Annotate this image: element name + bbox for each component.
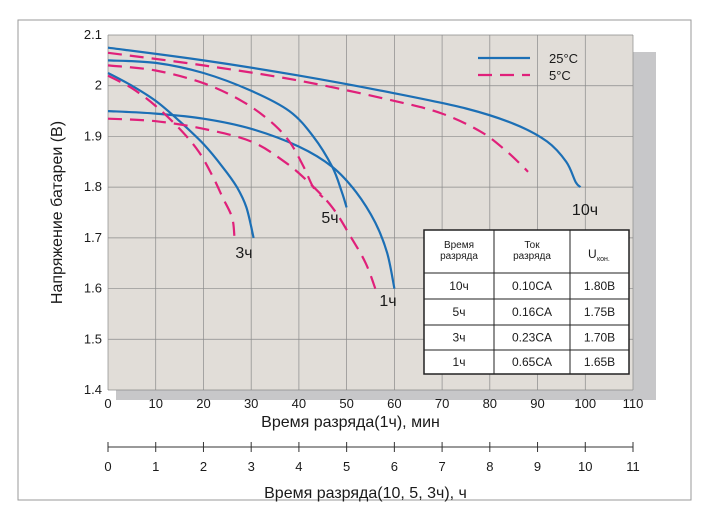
x-tick-label: 90 — [530, 396, 544, 411]
table-cell: 10ч — [449, 279, 469, 293]
table-header-voltage-sub: кон. — [597, 256, 610, 263]
x-tick-label: 20 — [196, 396, 210, 411]
series-line-25c-1 — [107, 59, 348, 208]
curve-label: 5ч — [321, 210, 338, 227]
series-line-5c-4 — [107, 51, 529, 173]
table-header-current: Ток разряда — [513, 240, 551, 262]
x-tick-label: 30 — [244, 396, 258, 411]
y-tick-label: 2.1 — [84, 27, 102, 42]
y-tick-label: 1.8 — [84, 179, 102, 194]
x-tick-label: 110 — [623, 396, 644, 411]
table-cell: 0.23CA — [512, 331, 552, 345]
y-tick-label: 1.5 — [84, 331, 102, 346]
x2-tick-label: 11 — [626, 459, 640, 474]
curve-label: 1ч — [379, 293, 396, 310]
table-header-voltage: U — [588, 247, 597, 261]
series-line-25c-2 — [107, 72, 255, 239]
table-header-time: Время разряда — [440, 240, 478, 262]
x2-tick-label: 1 — [152, 459, 159, 474]
x2-axis-title: Время разряда(10, 5, 3ч), ч — [264, 485, 467, 502]
table-cell: 1.70В — [584, 331, 615, 345]
x2-tick-label: 10 — [578, 459, 592, 474]
table-cell: 1.80В — [584, 279, 615, 293]
series-line-5c-7 — [107, 117, 377, 289]
table-cell: 0.65CA — [512, 355, 552, 369]
y-tick-label: 1.9 — [84, 128, 102, 143]
table-cell: 3ч — [453, 331, 466, 345]
x-tick-label: 40 — [292, 396, 306, 411]
y-tick-label: 1.7 — [84, 230, 102, 245]
series-line-25c-3 — [107, 110, 396, 289]
table-cell: 0.16CA — [512, 305, 552, 319]
series-line-5c-5 — [107, 64, 324, 199]
chart-frame — [17, 19, 692, 501]
x-tick-label: 60 — [387, 396, 401, 411]
legend-label: 5°C — [549, 68, 571, 83]
x2-tick-label: 6 — [391, 459, 398, 474]
x2-tick-label: 9 — [534, 459, 541, 474]
y-tick-label: 1.4 — [84, 382, 102, 397]
table-cell: 1.75В — [584, 305, 615, 319]
y-tick-label: 2 — [95, 78, 102, 93]
table-cell: 1ч — [453, 355, 466, 369]
x2-tick-label: 5 — [343, 459, 350, 474]
x-axis-title: Время разряда(1ч), мин — [261, 414, 440, 431]
x-tick-label: 100 — [574, 396, 596, 411]
x2-tick-label: 7 — [438, 459, 445, 474]
x-tick-label: 50 — [339, 396, 353, 411]
table-grid — [424, 230, 629, 374]
x-tick-label: 70 — [435, 396, 449, 411]
y-tick-label: 1.6 — [84, 281, 102, 296]
x-tick-label: 80 — [483, 396, 497, 411]
x-tick-label: 10 — [148, 396, 162, 411]
x2-tick-label: 0 — [104, 459, 111, 474]
series-line-25c-0 — [107, 46, 582, 188]
x2-tick-label: 4 — [295, 459, 302, 474]
curve-label: 10ч — [572, 202, 598, 219]
y-axis-title: Напряжение батареи (В) — [49, 121, 66, 304]
series-line-5c-6 — [107, 74, 236, 239]
table-cell: 0.10CA — [512, 279, 552, 293]
table-cell: 5ч — [453, 305, 466, 319]
x-tick-label: 0 — [104, 396, 111, 411]
x2-tick-label: 8 — [486, 459, 493, 474]
legend-label: 25°C — [549, 51, 578, 66]
x2-tick-label: 3 — [248, 459, 255, 474]
curve-label: 3ч — [235, 245, 252, 262]
x2-tick-label: 2 — [200, 459, 207, 474]
table-cell: 1.65В — [584, 355, 615, 369]
